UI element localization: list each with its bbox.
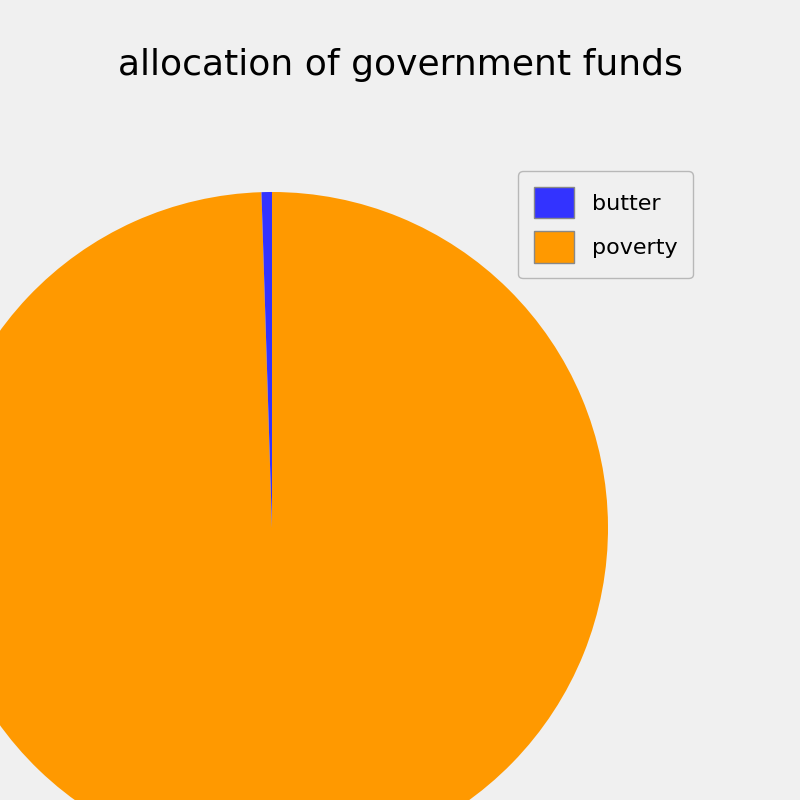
Wedge shape (0, 192, 608, 800)
Legend: butter, poverty: butter, poverty (518, 171, 693, 278)
Text: allocation of government funds: allocation of government funds (118, 48, 682, 82)
Wedge shape (262, 192, 272, 528)
